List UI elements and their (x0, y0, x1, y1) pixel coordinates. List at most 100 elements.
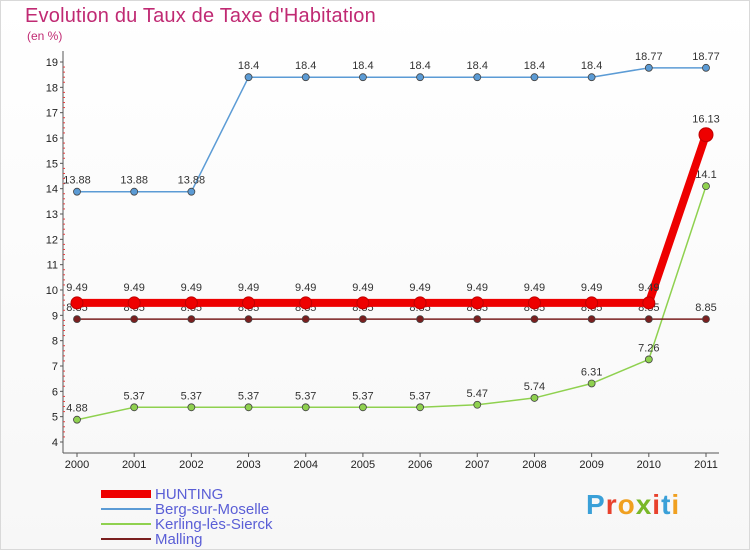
data-label-hunting-2001: 9.49 (123, 282, 144, 294)
data-label-hunting-2000: 9.49 (66, 282, 87, 294)
series-line-berg-sur-moselle (76, 67, 707, 193)
point-hunting-2003 (242, 296, 256, 310)
point-kerling-les-sierck-2011 (702, 182, 710, 191)
y-tick-label-6: 6 (52, 386, 58, 398)
legend-swatch-malling (101, 538, 151, 540)
y-tick-label-13: 13 (46, 209, 58, 221)
data-label-berg-sur-moselle-2008: 18.4 (524, 60, 545, 72)
x-tick-label-2008: 2008 (522, 459, 546, 471)
y-tick-label-14: 14 (46, 184, 58, 196)
data-label-hunting-2005: 9.49 (352, 282, 373, 294)
legend-swatch-berg (101, 508, 151, 510)
y-tick-label-8: 8 (52, 336, 58, 348)
point-berg-sur-moselle-2009 (587, 73, 596, 82)
point-kerling-les-sierck-2008 (530, 394, 539, 402)
legend-swatch-hunting (101, 490, 151, 498)
x-tick-label-2001: 2001 (122, 459, 146, 471)
point-hunting-2009 (585, 296, 599, 310)
x-tick-label-2007: 2007 (465, 459, 489, 471)
y-tick-label-19: 19 (46, 57, 58, 69)
data-label-berg-sur-moselle-2000: 13.88 (63, 175, 91, 187)
data-label-hunting-2007: 9.49 (467, 282, 488, 294)
point-hunting-2005 (356, 296, 370, 310)
data-label-kerling-les-sierck-2006: 5.37 (409, 390, 430, 402)
data-label-berg-sur-moselle-2004: 18.4 (295, 60, 316, 72)
data-label-malling-2011: 8.85 (695, 302, 716, 314)
point-berg-sur-moselle-2006 (416, 73, 424, 82)
logo-letter: t (661, 489, 672, 520)
data-label-berg-sur-moselle-2005: 18.4 (352, 60, 373, 72)
point-berg-sur-moselle-2005 (359, 73, 367, 82)
point-berg-sur-moselle-2000 (73, 187, 81, 196)
point-berg-sur-moselle-2001 (130, 187, 139, 196)
legend-label-hunting: HUNTING (155, 485, 224, 503)
logo-letter: x (635, 489, 653, 520)
point-malling-2001 (130, 315, 139, 324)
y-tick-label-15: 15 (46, 158, 58, 170)
data-label-berg-sur-moselle-2007: 18.4 (467, 60, 488, 72)
x-tick-label-2010: 2010 (637, 459, 661, 471)
data-label-hunting-2002: 9.49 (181, 282, 202, 294)
x-tick-label-2005: 2005 (351, 459, 375, 471)
data-label-berg-sur-moselle-2001: 13.88 (120, 175, 148, 187)
point-kerling-les-sierck-2009 (587, 379, 596, 388)
legend-item-berg: Berg-sur-Moselle (101, 501, 269, 517)
legend-item-hunting: HUNTING (101, 486, 223, 502)
point-kerling-les-sierck-2004 (301, 403, 310, 412)
point-malling-2004 (301, 315, 310, 324)
data-label-kerling-les-sierck-2011: 14.1 (695, 169, 716, 181)
logo-letter: o (617, 489, 636, 520)
data-label-hunting-2011: 16.13 (692, 114, 720, 126)
logo-letter: P (586, 489, 606, 520)
data-label-kerling-les-sierck-2009: 6.31 (581, 366, 602, 378)
data-label-kerling-les-sierck-2001: 5.37 (123, 390, 144, 402)
x-tick-label-2003: 2003 (236, 459, 260, 471)
point-kerling-les-sierck-2010 (644, 355, 653, 364)
point-malling-2005 (359, 315, 367, 324)
data-label-hunting-2003: 9.49 (238, 282, 259, 294)
data-label-kerling-les-sierck-2002: 5.37 (181, 390, 202, 402)
x-tick-label-2000: 2000 (65, 459, 89, 471)
y-tick-label-9: 9 (52, 310, 58, 322)
y-tick-label-17: 17 (46, 108, 58, 120)
point-kerling-les-sierck-2005 (359, 403, 367, 412)
point-berg-sur-moselle-2010 (644, 63, 653, 72)
chart-subtitle: (en %) (27, 29, 63, 43)
point-hunting-2008 (527, 296, 541, 310)
y-tick-label-16: 16 (46, 133, 58, 145)
point-malling-2009 (587, 315, 596, 324)
point-kerling-les-sierck-2006 (416, 403, 424, 412)
legend-item-malling: Malling (101, 531, 203, 547)
point-malling-2008 (530, 315, 539, 324)
point-hunting-2006 (413, 296, 427, 310)
point-hunting-2001 (127, 296, 141, 310)
legend-swatch-kerling (101, 523, 151, 525)
data-label-kerling-les-sierck-2000: 4.88 (66, 403, 87, 415)
point-hunting-2007 (470, 296, 484, 310)
proxiti-logo: Proxiti (586, 489, 680, 521)
x-tick-label-2009: 2009 (579, 459, 603, 471)
data-label-kerling-les-sierck-2008: 5.74 (524, 381, 545, 393)
data-label-kerling-les-sierck-2007: 5.47 (467, 388, 488, 400)
data-label-hunting-2008: 9.49 (524, 282, 545, 294)
data-label-kerling-les-sierck-2004: 5.37 (295, 390, 316, 402)
point-berg-sur-moselle-2003 (244, 73, 253, 82)
point-malling-2000 (73, 315, 81, 324)
y-tick-label-12: 12 (46, 234, 58, 246)
y-tick-label-18: 18 (46, 82, 58, 94)
y-tick-label-4: 4 (52, 437, 58, 449)
point-kerling-les-sierck-2002 (187, 403, 196, 412)
data-label-berg-sur-moselle-2002: 13.88 (178, 175, 206, 187)
data-label-kerling-les-sierck-2010: 7.26 (638, 342, 659, 354)
point-malling-2003 (244, 315, 253, 324)
legend-label-malling: Malling (155, 530, 203, 548)
series-line-hunting (73, 130, 710, 307)
data-label-berg-sur-moselle-2003: 18.4 (238, 60, 259, 72)
point-hunting-2011 (698, 127, 714, 143)
point-berg-sur-moselle-2002 (187, 187, 196, 196)
point-hunting-2010 (642, 296, 656, 310)
chart-title: Evolution du Taux de Taxe d'Habitation (25, 5, 376, 27)
point-hunting-2004 (299, 296, 313, 310)
